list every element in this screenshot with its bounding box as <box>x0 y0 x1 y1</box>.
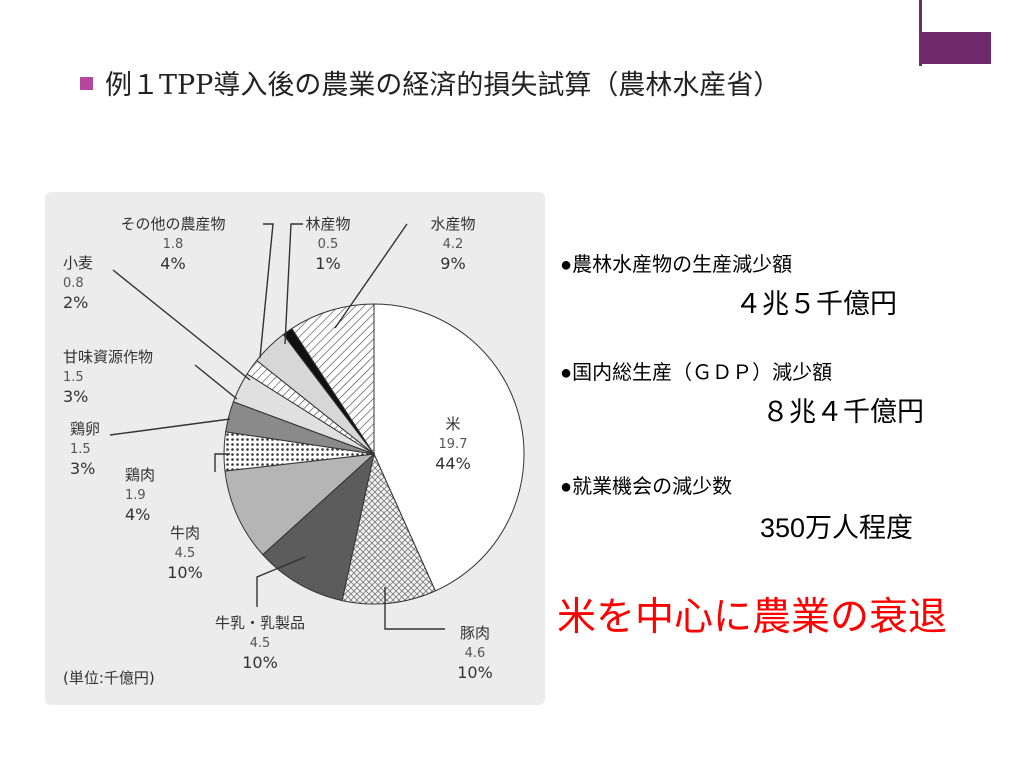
stat-value-production: ４兆５千億円 <box>735 289 897 319</box>
slice-label-value-8: 1.8 <box>163 237 184 252</box>
slide-title-row: 例１TPP導入後の農業の経済的損失試算（農林水産省） <box>80 62 780 102</box>
leader-line-1 <box>384 587 445 630</box>
slice-label-value-0: 19.7 <box>439 437 468 452</box>
slide-title: 例１TPP導入後の農業の経済的損失試算（農林水産省） <box>105 69 781 101</box>
leader-line-10 <box>334 223 408 329</box>
stat-heading-production: ●農林水産物の生産減少額 <box>560 254 793 276</box>
slice-label-name-10: 水産物 <box>430 215 475 233</box>
slice-label-value-4: 1.9 <box>125 488 146 503</box>
leader-line-7 <box>112 269 251 381</box>
slice-label-name-9: 林産物 <box>305 215 350 233</box>
slice-label-percent-9: 1% <box>315 254 340 273</box>
stat-heading-gdp: ●国内総生産（ＧＤＰ）減少額 <box>560 362 833 384</box>
slice-label-percent-0: 44% <box>435 454 471 473</box>
slice-label-percent-6: 3% <box>63 387 88 406</box>
leader-line-2 <box>256 556 306 607</box>
slice-label-percent-2: 10% <box>242 653 278 672</box>
slice-label-name-5: 鶏卵 <box>70 420 100 438</box>
slice-label-value-7: 0.8 <box>63 276 84 291</box>
slice-label-value-9: 0.5 <box>318 237 339 252</box>
leader-line-6 <box>194 364 238 400</box>
slice-label-percent-8: 4% <box>160 254 185 273</box>
slice-label-value-2: 4.5 <box>250 636 271 651</box>
stat-heading-employment: ●就業機会の減少数 <box>560 476 733 498</box>
leader-line-8 <box>259 223 274 359</box>
corner-accent-block <box>919 32 991 64</box>
stat-value-gdp: ８兆４千億円 <box>762 397 924 427</box>
pie-slice-2 <box>262 452 375 602</box>
slice-label-name-0: 米 <box>445 415 460 433</box>
slice-label-value-1: 4.6 <box>465 646 486 661</box>
slice-label-percent-7: 2% <box>63 293 88 312</box>
slice-label-name-2: 牛乳・乳製品 <box>215 614 305 632</box>
slice-label-percent-10: 9% <box>440 254 465 273</box>
chart-unit-note: (単位:千億円) <box>63 669 155 687</box>
slice-label-value-6: 1.5 <box>63 370 84 385</box>
slice-label-name-8: その他の農産物 <box>120 215 225 233</box>
pie-chart: 米 19.7 44% 豚肉 4.6 10% 牛乳・乳製品 4.5 10% 牛肉 4.5 10% 鶏肉 1.… <box>63 215 525 687</box>
slice-label-value-5: 1.5 <box>70 442 91 457</box>
slice-label-value-3: 4.5 <box>175 546 196 561</box>
slice-label-name-3: 牛肉 <box>170 524 200 542</box>
leader-line-9 <box>284 223 303 345</box>
pie-slice-10 <box>291 303 375 456</box>
leader-line-4 <box>214 453 230 472</box>
slice-label-name-4: 鶏肉 <box>125 466 155 484</box>
slice-label-percent-3: 10% <box>167 563 203 582</box>
title-bullet-icon <box>80 76 93 90</box>
slice-label-percent-5: 3% <box>70 459 95 478</box>
slice-label-percent-4: 4% <box>125 505 150 524</box>
pie-slice-0 <box>373 303 525 592</box>
conclusion-text: 米を中心に農業の衰退 <box>557 596 948 639</box>
slice-label-name-7: 小麦 <box>63 254 93 272</box>
leader-line-5 <box>109 418 231 436</box>
slice-label-name-6: 甘味資源作物 <box>63 348 153 366</box>
stat-value-employment: 350万人程度 <box>760 513 914 543</box>
slice-label-percent-1: 10% <box>457 663 493 682</box>
pie-chart-panel: 米 19.7 44% 豚肉 4.6 10% 牛乳・乳製品 4.5 10% 牛肉 4.5 10% 鶏肉 1.… <box>45 192 545 705</box>
pie-slice-1 <box>341 452 436 605</box>
pie-slice-3 <box>224 453 376 556</box>
slice-label-name-1: 豚肉 <box>460 624 490 642</box>
slice-label-value-10: 4.2 <box>443 237 464 252</box>
